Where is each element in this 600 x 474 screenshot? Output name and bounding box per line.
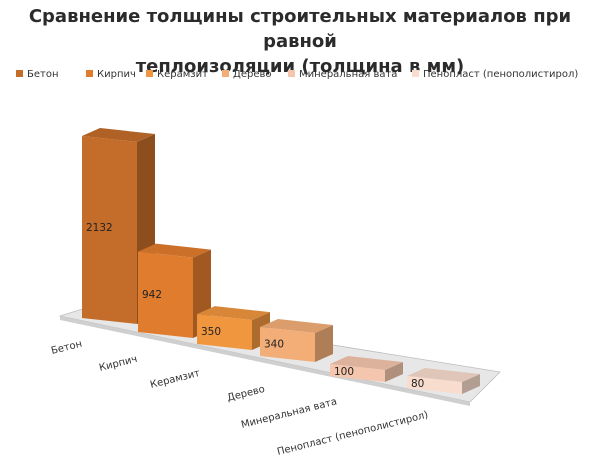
- bar-front: [197, 314, 252, 350]
- bar-top: [197, 306, 270, 321]
- chart-title: Сравнение толщины строительных материало…: [0, 4, 600, 79]
- legend-label: Минеральная вата: [299, 69, 397, 80]
- data-label: 942: [142, 289, 162, 301]
- legend-label: Бетон: [27, 69, 59, 80]
- data-label: 350: [201, 326, 221, 338]
- bar-front: [407, 376, 462, 394]
- legend-swatch: [86, 70, 93, 77]
- category-label: Дерево: [226, 384, 266, 404]
- data-label: 340: [264, 338, 284, 350]
- data-label: 2132: [86, 222, 113, 234]
- bar-1: [82, 128, 155, 324]
- category-label: Бетон: [50, 339, 83, 357]
- legend-swatch: [146, 70, 153, 77]
- data-label: 80: [411, 378, 424, 390]
- bar-side: [315, 324, 333, 362]
- legend-label: Керамзит: [157, 69, 208, 80]
- bar-side: [385, 362, 403, 382]
- bar-front: [82, 136, 137, 324]
- legend-swatch: [222, 70, 229, 77]
- category-label: Минеральная вата: [240, 396, 338, 430]
- data-label: 100: [334, 366, 354, 378]
- bar-top: [138, 243, 211, 258]
- legend-swatch: [412, 70, 419, 77]
- bar-front: [260, 326, 315, 362]
- legend-label: Пенопласт (пенополистирол): [423, 69, 578, 80]
- bar-front: [330, 364, 385, 382]
- legend-label: Кирпич: [97, 69, 136, 80]
- bar-6: [407, 368, 480, 394]
- category-label: Пенопласт (пенополистирол): [276, 410, 429, 458]
- chart-title-line-2: теплоизоляции (толщина в мм): [135, 56, 465, 77]
- bar-top: [330, 356, 403, 370]
- chart-bars: 2132 942 350 340 100 80: [82, 128, 480, 394]
- category-label: Керамзит: [149, 368, 201, 391]
- legend-swatch: [288, 70, 295, 77]
- legend-label: Дерево: [233, 69, 271, 80]
- legend-swatch: [16, 70, 23, 77]
- bar-front: [138, 251, 193, 338]
- chart-legend: Бетон Кирпич Керамзит Дерево Минеральная ват…: [16, 69, 578, 80]
- bar-top: [260, 318, 333, 333]
- category-label: Кирпич: [98, 354, 138, 374]
- bar-top: [82, 128, 155, 142]
- chart-title-line-1: Сравнение толщины строительных материало…: [28, 6, 572, 52]
- floor-edge: [60, 316, 470, 406]
- bar-5: [330, 356, 403, 382]
- bar-top: [407, 368, 480, 382]
- bar-4: [260, 318, 333, 362]
- bar-side: [462, 374, 480, 394]
